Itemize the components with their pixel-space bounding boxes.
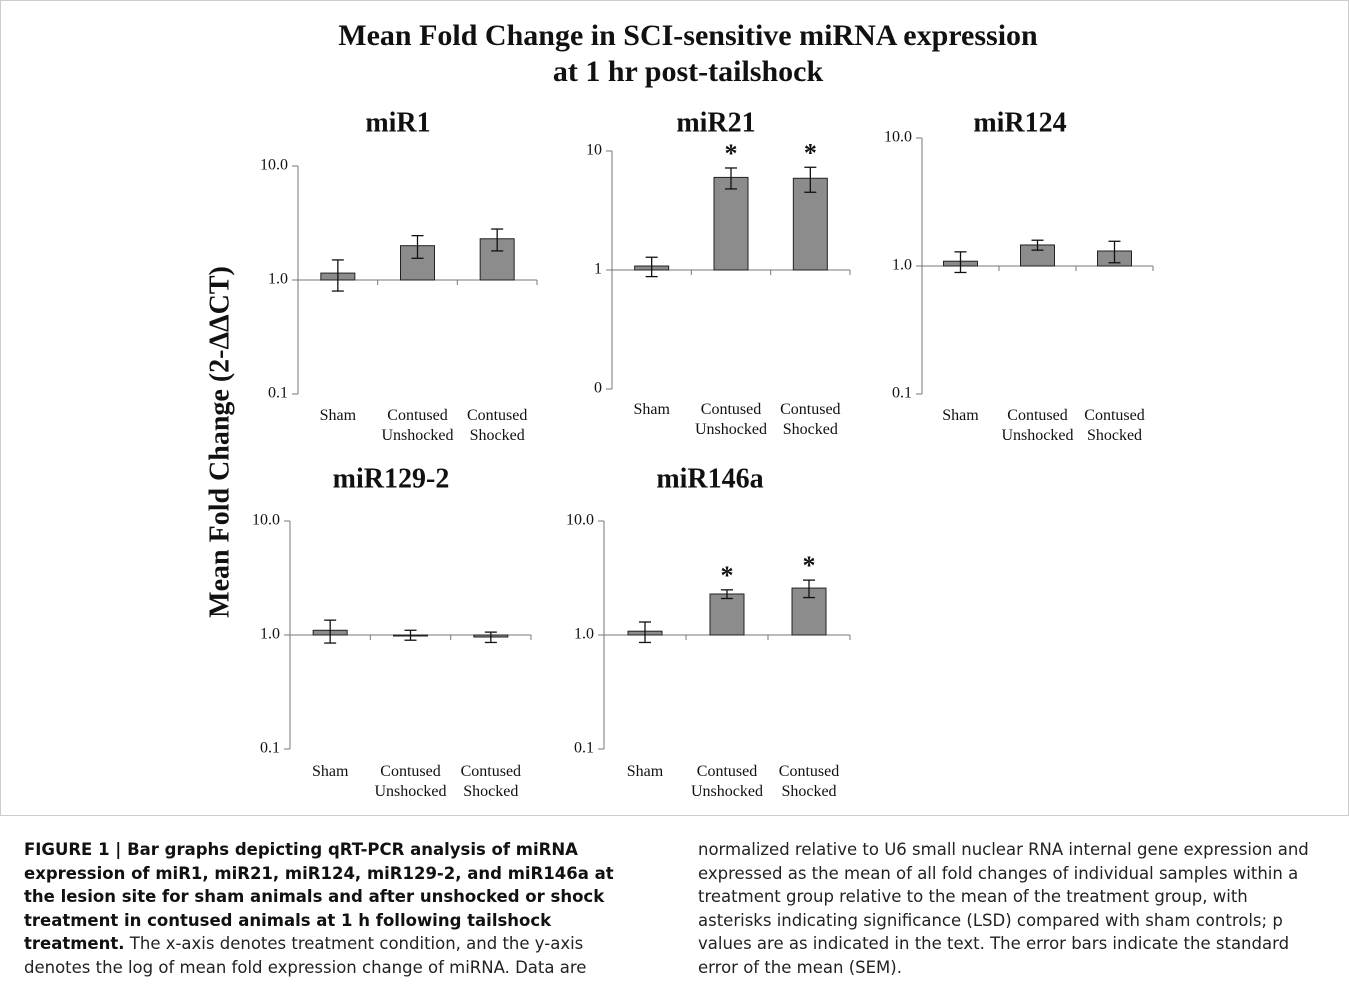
caption: FIGURE 1 | Bar graphs depicting qRT-PCR …: [24, 838, 1324, 988]
y-tick-label: 10.0: [252, 512, 280, 529]
x-tick-label: Sham: [320, 407, 357, 424]
x-tick-label-line: Shocked: [470, 427, 525, 444]
error-bar: [639, 621, 651, 644]
x-tick-label: Contused Unshocked: [695, 401, 767, 438]
x-tick-label-line: Contused: [1007, 407, 1067, 424]
figure-frame: [0, 0, 1349, 816]
error-bar: [331, 259, 344, 292]
x-tick-label: Sham: [633, 401, 670, 418]
error-bar: [484, 631, 497, 644]
chart-title: miR146a: [656, 463, 763, 494]
x-tick-label-line: Contused: [387, 407, 447, 424]
error-bar: [324, 619, 337, 644]
caption-bold: FIGURE 1 | Bar graphs depicting qRT-PCR …: [24, 840, 614, 953]
x-tick-label: Sham: [312, 763, 349, 780]
error-bar: [411, 234, 424, 259]
x-tick-label-line: Sham: [942, 407, 979, 424]
chart-title: miR21: [676, 107, 755, 138]
significance-marker: *: [804, 138, 817, 167]
x-tick-label-line: Unshocked: [691, 783, 763, 800]
x-tick-label: Contused Shocked: [779, 763, 839, 800]
figure-title: Mean Fold Change in SCI-sensitive miRNA …: [338, 19, 1038, 52]
x-tick-label-line: Sham: [320, 407, 357, 424]
x-tick-label-line: Unshocked: [695, 421, 767, 438]
x-tick-label-line: Contused: [779, 763, 839, 780]
figure-title: at 1 hr post-tailshock: [553, 55, 824, 88]
error-bar: [645, 256, 658, 278]
chart-title: miR129-2: [333, 463, 450, 494]
y-tick-label: 10: [586, 142, 602, 159]
x-tick-label: Contused Shocked: [1084, 407, 1144, 444]
x-tick-label-line: Sham: [312, 763, 349, 780]
chart-title: miR1: [365, 107, 430, 138]
x-tick-label: Contused Unshocked: [382, 407, 454, 444]
y-tick-label: 0: [594, 380, 602, 397]
x-tick-label: Sham: [942, 407, 979, 424]
x-tick-label-line: Contused: [701, 401, 761, 418]
x-tick-label-line: Unshocked: [375, 783, 447, 800]
x-tick-label-line: Shocked: [783, 421, 838, 438]
y-tick-label: 10.0: [884, 129, 912, 146]
x-tick-label: Contused Unshocked: [691, 763, 763, 800]
y-tick-label: 1.0: [574, 626, 594, 643]
significance-marker: *: [721, 561, 734, 590]
y-tick-label: 0.1: [574, 740, 594, 757]
chart-title: miR124: [973, 107, 1066, 138]
error-bar: [1031, 239, 1044, 251]
x-tick-label-line: Contused: [780, 401, 840, 418]
x-tick-label-line: Shocked: [463, 783, 518, 800]
y-tick-label: 1.0: [268, 271, 288, 288]
x-tick-label: Sham: [627, 763, 664, 780]
error-bar: [1108, 240, 1121, 264]
x-tick-label-line: Contused: [1084, 407, 1144, 424]
x-tick-label-line: Contused: [380, 763, 440, 780]
x-tick-label: Contused Shocked: [467, 407, 527, 444]
error-bar: [725, 167, 737, 190]
error-bar: [491, 228, 504, 252]
x-tick-label-line: Sham: [633, 401, 670, 418]
x-tick-label-line: Contused: [461, 763, 521, 780]
y-tick-label: 1.0: [892, 257, 912, 274]
significance-marker: *: [803, 551, 816, 580]
y-tick-label: 1: [594, 261, 602, 278]
x-tick-label: Contused Unshocked: [375, 763, 447, 800]
y-tick-label: 1.0: [260, 626, 280, 643]
error-bar: [803, 579, 815, 599]
y-tick-label: 0.1: [260, 740, 280, 757]
error-bar: [954, 251, 967, 274]
x-tick-label: Contused Shocked: [780, 401, 840, 438]
significance-marker: *: [725, 139, 738, 168]
x-tick-label-line: Shocked: [781, 783, 836, 800]
x-tick-label-line: Sham: [627, 763, 664, 780]
error-bar: [721, 589, 733, 600]
x-tick-label: Contused Shocked: [461, 763, 521, 800]
x-tick-label: Contused Unshocked: [1002, 407, 1074, 444]
caption-text: The x-axis denotes treatment condition, …: [24, 840, 1309, 977]
x-tick-label-line: Unshocked: [382, 427, 454, 444]
bar: [792, 177, 828, 271]
figure: Mean Fold Change in SCI-sensitive miRNA …: [0, 0, 1349, 816]
y-axis-label: Mean Fold Change (2-ΔΔCT): [204, 266, 235, 618]
x-tick-label-line: Shocked: [1087, 427, 1142, 444]
y-tick-label: 10.0: [566, 512, 594, 529]
error-bar: [804, 166, 817, 193]
y-tick-label: 0.1: [268, 385, 288, 402]
error-bar: [404, 629, 417, 641]
x-tick-label-line: Unshocked: [1002, 427, 1074, 444]
x-tick-label-line: Contused: [467, 407, 527, 424]
x-tick-label-line: Contused: [697, 763, 757, 780]
bar: [713, 176, 749, 271]
y-tick-label: 10.0: [260, 157, 288, 174]
bar: [709, 593, 745, 636]
y-tick-label: 0.1: [892, 385, 912, 402]
